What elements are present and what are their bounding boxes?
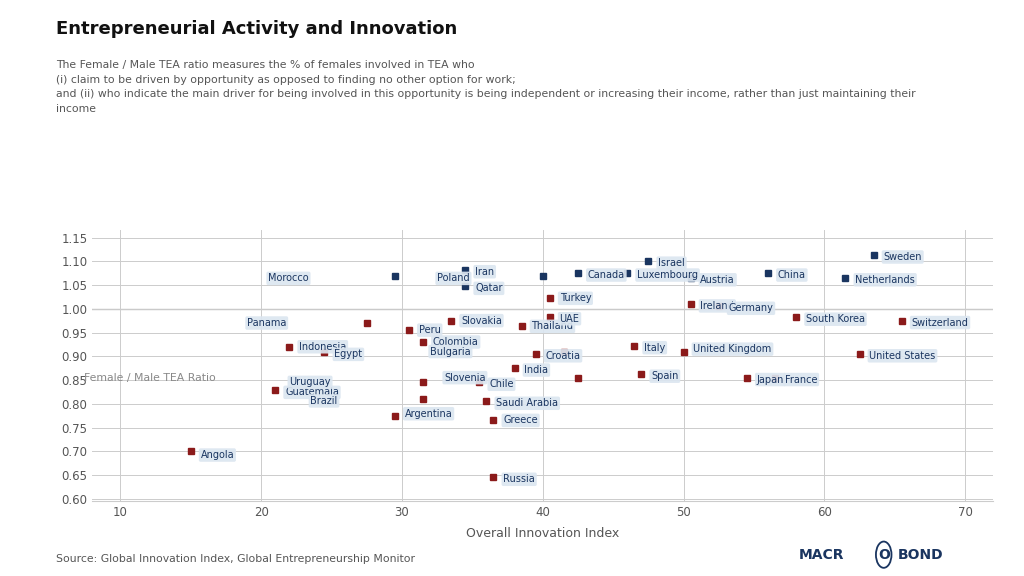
Text: China: China [778, 270, 806, 280]
Text: Uruguay: Uruguay [289, 377, 331, 388]
Text: Panama: Panama [247, 318, 287, 328]
Text: Entrepreneurial Activity and Innovation: Entrepreneurial Activity and Innovation [56, 20, 458, 38]
Text: The Female / Male TEA ratio measures the % of females involved in TEA who
(i) cl: The Female / Male TEA ratio measures the… [56, 60, 915, 113]
Text: South Korea: South Korea [806, 314, 865, 324]
Text: Bulgaria: Bulgaria [430, 347, 471, 357]
Text: Germany: Germany [729, 304, 773, 313]
Text: Guatemala: Guatemala [285, 387, 339, 397]
Text: Slovenia: Slovenia [444, 373, 485, 382]
Text: Female / Male TEA Ratio: Female / Male TEA Ratio [84, 373, 216, 383]
Text: Source: Global Innovation Index, Global Entrepreneurship Monitor: Source: Global Innovation Index, Global … [56, 555, 416, 564]
Text: Turkey: Turkey [559, 293, 591, 304]
Text: Slovakia: Slovakia [461, 316, 502, 325]
Text: Indonesia: Indonesia [299, 342, 346, 352]
Text: Poland: Poland [437, 274, 470, 283]
Text: Brazil: Brazil [310, 396, 338, 406]
Text: Chile: Chile [489, 379, 514, 389]
Text: Spain: Spain [651, 371, 679, 381]
Text: Greece: Greece [504, 415, 538, 426]
Text: Qatar: Qatar [475, 283, 503, 293]
Text: Canada: Canada [588, 270, 625, 280]
Text: United States: United States [869, 351, 936, 361]
Text: Ireland: Ireland [700, 301, 734, 311]
Text: UAE: UAE [559, 314, 580, 324]
Text: Peru: Peru [419, 325, 440, 335]
Text: Iran: Iran [475, 267, 495, 276]
Text: Austria: Austria [700, 275, 735, 285]
Text: Croatia: Croatia [546, 351, 581, 361]
Text: O: O [878, 548, 890, 562]
Text: Saudi Arabia: Saudi Arabia [497, 398, 558, 408]
Text: Japan: Japan [757, 374, 784, 385]
Text: Egypt: Egypt [334, 350, 362, 359]
Text: Angola: Angola [201, 450, 234, 460]
Text: Russia: Russia [504, 474, 536, 484]
Text: MACR: MACR [799, 548, 844, 562]
Text: BOND: BOND [897, 548, 943, 562]
Text: France: France [785, 374, 817, 385]
Text: India: India [524, 365, 549, 375]
Text: Colombia: Colombia [433, 337, 478, 347]
Text: Switzerland: Switzerland [911, 317, 969, 328]
Text: Netherlands: Netherlands [855, 275, 915, 285]
Text: Sweden: Sweden [884, 252, 922, 262]
X-axis label: Overall Innovation Index: Overall Innovation Index [466, 527, 620, 540]
Text: Argentina: Argentina [404, 409, 453, 419]
Text: Morocco: Morocco [268, 274, 309, 283]
Text: Italy: Italy [644, 343, 666, 353]
Text: Thailand: Thailand [531, 321, 573, 331]
Text: United Kingdom: United Kingdom [693, 344, 772, 354]
Text: Luxembourg: Luxembourg [637, 270, 698, 280]
Text: Israel: Israel [658, 258, 685, 268]
